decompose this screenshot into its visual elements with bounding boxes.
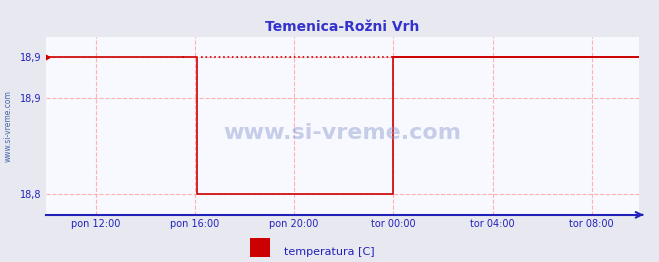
Text: www.si-vreme.com: www.si-vreme.com: [4, 90, 13, 162]
Title: Temenica-Rožni Vrh: Temenica-Rožni Vrh: [266, 20, 420, 34]
Text: www.si-vreme.com: www.si-vreme.com: [223, 123, 462, 143]
Text: temperatura [C]: temperatura [C]: [284, 247, 375, 256]
